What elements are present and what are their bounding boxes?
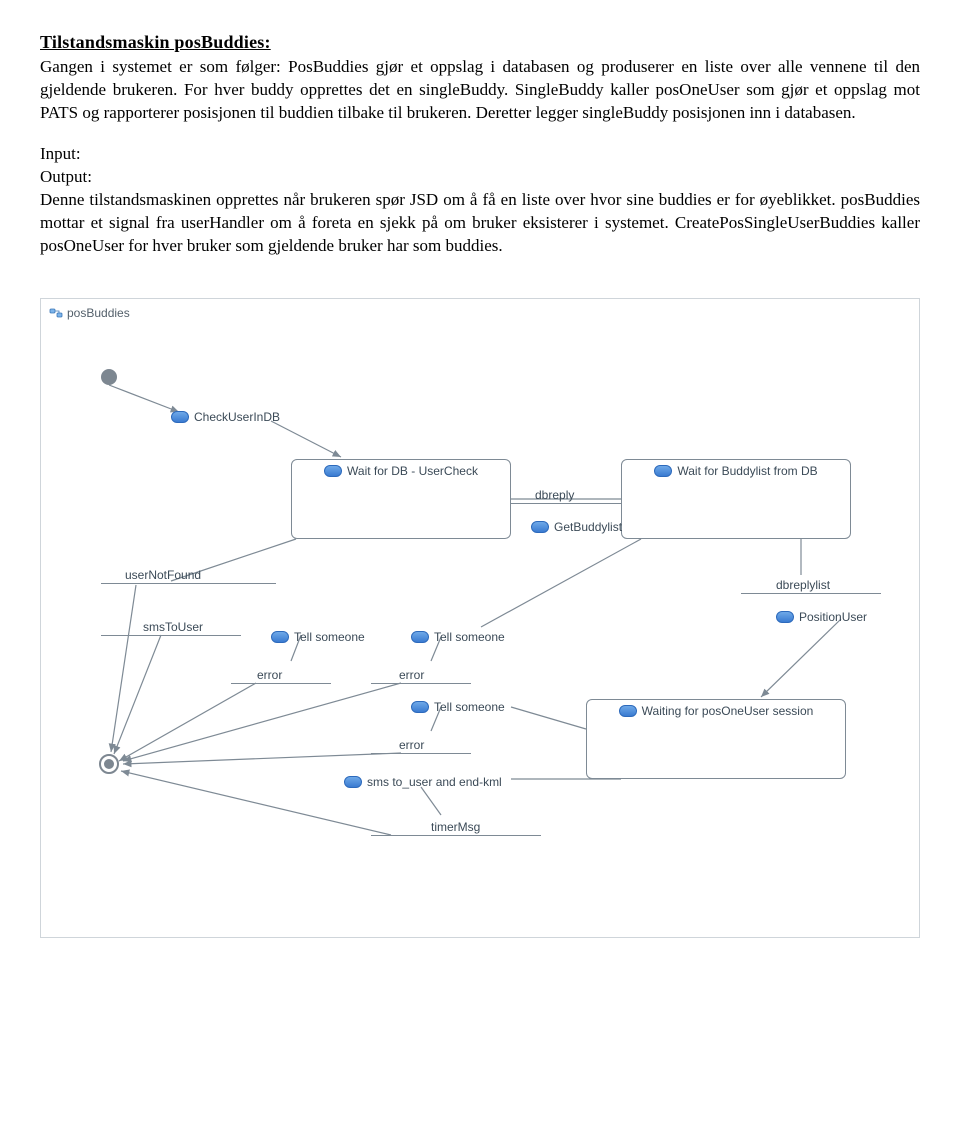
edge-label-err2: error xyxy=(399,667,424,683)
section-title: Tilstandsmaskin posBuddies: xyxy=(40,30,920,54)
action-tell2: Tell someone xyxy=(411,629,505,647)
edge-label-smsto: smsToUser xyxy=(143,619,203,635)
state-label: Waiting for posOneUser session xyxy=(642,703,814,719)
state-header: Wait for Buddylist from DB xyxy=(622,460,850,484)
action-icon xyxy=(344,776,362,788)
state-diagram: posBuddies xyxy=(40,298,920,938)
edge-underline xyxy=(371,753,471,754)
action-label: CheckUserInDB xyxy=(194,409,280,425)
edge-underline xyxy=(741,593,881,594)
action-label: Tell someone xyxy=(294,629,365,645)
action-label: GetBuddylist xyxy=(554,519,622,535)
state-label: Wait for DB - UserCheck xyxy=(347,463,478,479)
diagram-tab-label: posBuddies xyxy=(67,305,130,321)
paragraph-2: Denne tilstandsmaskinen opprettes når br… xyxy=(40,189,920,258)
action-label: PositionUser xyxy=(799,609,867,625)
state-label: Wait for Buddylist from DB xyxy=(677,463,817,479)
input-label: Input: xyxy=(40,143,920,166)
edge-underline xyxy=(371,835,541,836)
action-sms_end: sms to_user and end-kml xyxy=(344,774,502,792)
state-header: Wait for DB - UserCheck xyxy=(292,460,510,484)
state-icon xyxy=(324,465,342,477)
action-icon xyxy=(171,411,189,423)
edge-underline xyxy=(511,503,621,504)
action-getbl: GetBuddylist xyxy=(531,519,622,537)
state-waitpos: Waiting for posOneUser session xyxy=(586,699,846,779)
paragraph-1: Gangen i systemet er som følger: PosBudd… xyxy=(40,56,920,125)
diagram-tab: posBuddies xyxy=(49,305,130,321)
edge-label-tmsg: timerMsg xyxy=(431,819,480,835)
state-icon xyxy=(619,705,637,717)
edge-underline xyxy=(371,683,471,684)
state-waitdb: Wait for DB - UserCheck xyxy=(291,459,511,539)
action-icon xyxy=(271,631,289,643)
edge-underline xyxy=(231,683,331,684)
edge-label-dbrl: dbreplylist xyxy=(776,577,830,593)
edge-label-err1: error xyxy=(257,667,282,683)
action-label: Tell someone xyxy=(434,699,505,715)
action-label: Tell someone xyxy=(434,629,505,645)
state-header: Waiting for posOneUser session xyxy=(587,700,845,724)
action-icon xyxy=(411,631,429,643)
action-posuser: PositionUser xyxy=(776,609,867,627)
output-label: Output: xyxy=(40,166,920,189)
edge-label-dbreply: dbreply xyxy=(535,487,574,503)
action-icon xyxy=(531,521,549,533)
action-check: CheckUserInDB xyxy=(171,409,280,427)
edge-underline xyxy=(101,635,241,636)
start-node xyxy=(101,369,117,385)
action-label: sms to_user and end-kml xyxy=(367,774,502,790)
action-tell3: Tell someone xyxy=(411,699,505,717)
edge-underline xyxy=(101,583,276,584)
state-icon xyxy=(654,465,672,477)
edge-label-usernf: userNotFound xyxy=(125,567,201,583)
statemachine-icon xyxy=(49,306,63,320)
action-tell1: Tell someone xyxy=(271,629,365,647)
end-node xyxy=(99,754,119,774)
action-icon xyxy=(776,611,794,623)
state-waitbl: Wait for Buddylist from DB xyxy=(621,459,851,539)
action-icon xyxy=(411,701,429,713)
edge-label-err3: error xyxy=(399,737,424,753)
